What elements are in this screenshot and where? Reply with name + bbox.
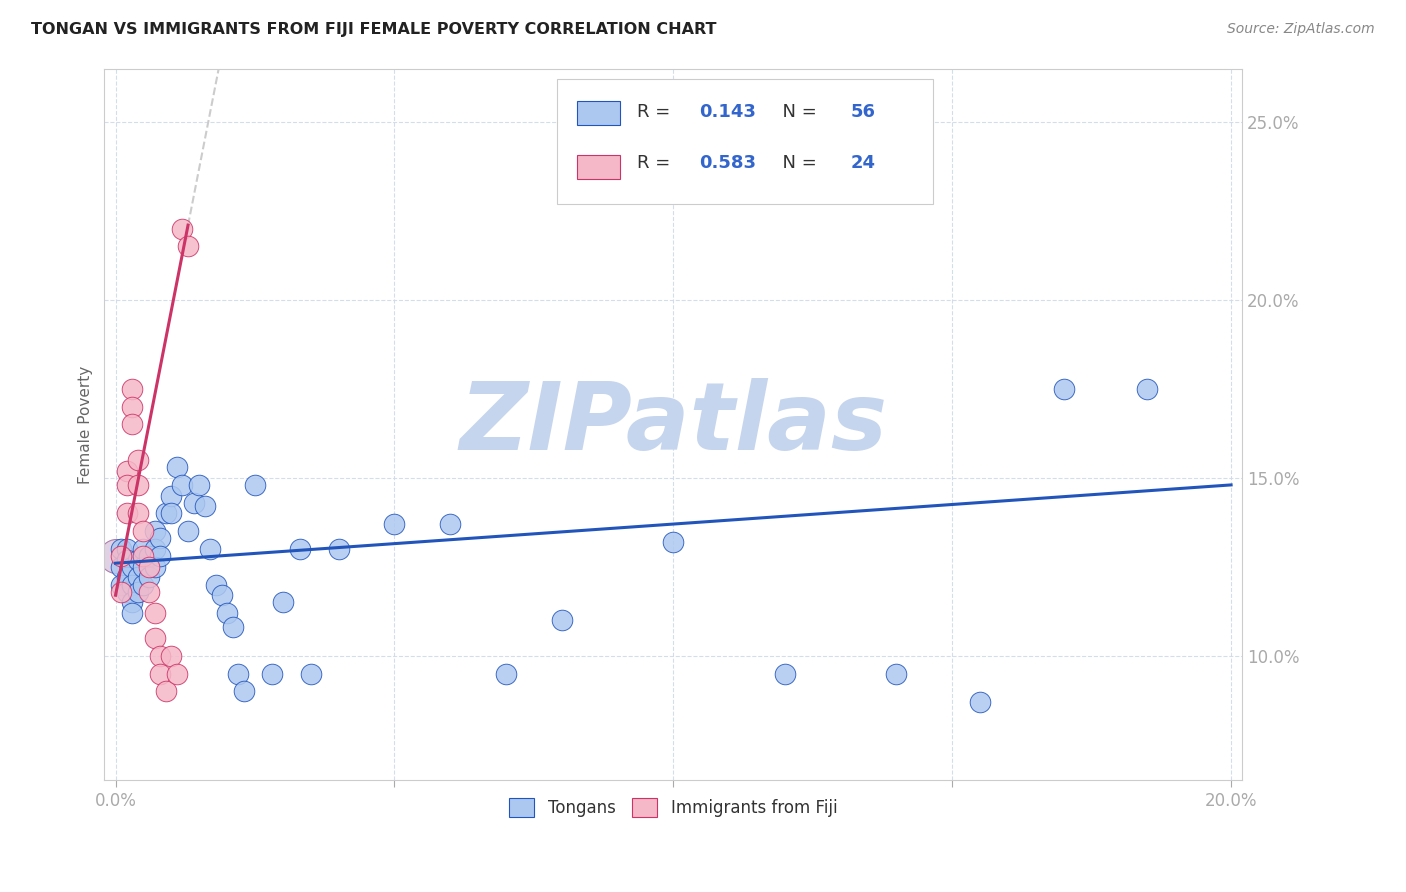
Point (773, 666, 796, 681)
Point (886, 666, 908, 681)
Point (166, 460, 188, 475)
Text: R =: R = (637, 154, 676, 172)
Point (495, 666, 517, 681)
Point (138, 549, 160, 563)
Point (217, 606, 239, 620)
Point (1136, 382, 1159, 396)
Point (127, 552, 149, 566)
Text: ZIPatlas: ZIPatlas (460, 378, 887, 470)
Text: 24: 24 (851, 154, 876, 172)
Point (104, 549, 127, 563)
Point (328, 541, 350, 556)
Point (211, 588, 233, 602)
Point (121, 577, 143, 591)
FancyBboxPatch shape (576, 154, 620, 178)
Point (115, 464, 138, 478)
Text: N =: N = (770, 154, 823, 172)
Point (110, 541, 132, 556)
Point (177, 524, 200, 538)
Point (110, 559, 132, 574)
Point (243, 478, 266, 492)
Point (155, 507, 177, 521)
Point (127, 570, 149, 584)
Point (138, 559, 160, 574)
Point (132, 577, 155, 591)
Point (143, 524, 166, 538)
Legend: Tongans, Immigrants from Fiji: Tongans, Immigrants from Fiji (501, 790, 845, 825)
Point (121, 417, 143, 432)
Point (127, 584, 149, 599)
Point (160, 507, 183, 521)
Point (177, 239, 200, 253)
Point (121, 595, 143, 609)
Point (160, 489, 183, 503)
Point (132, 559, 155, 574)
Text: 0.143: 0.143 (700, 103, 756, 121)
Point (143, 541, 166, 556)
Point (1053, 382, 1076, 396)
Point (299, 666, 322, 681)
Point (115, 478, 138, 492)
Point (121, 559, 143, 574)
Text: R =: R = (637, 103, 676, 121)
Point (110, 577, 132, 591)
Point (271, 595, 294, 609)
Point (127, 478, 149, 492)
Point (138, 584, 160, 599)
Point (172, 478, 194, 492)
Point (149, 549, 172, 563)
Point (188, 478, 211, 492)
Point (110, 549, 132, 563)
Point (121, 606, 143, 620)
Point (232, 684, 254, 698)
Point (149, 531, 172, 545)
Point (260, 666, 283, 681)
Point (172, 221, 194, 235)
Point (143, 631, 166, 645)
Point (194, 500, 217, 514)
Point (115, 584, 138, 599)
Text: N =: N = (770, 103, 823, 121)
Point (662, 534, 685, 549)
Text: 0.583: 0.583 (700, 154, 756, 172)
Point (115, 507, 138, 521)
Point (138, 570, 160, 584)
Point (115, 541, 138, 556)
Point (551, 613, 574, 627)
Point (439, 517, 461, 532)
Point (200, 541, 222, 556)
Point (166, 666, 188, 681)
Point (384, 517, 406, 532)
Point (132, 524, 155, 538)
Point (183, 496, 205, 510)
Point (288, 541, 311, 556)
Point (132, 549, 155, 563)
FancyBboxPatch shape (557, 79, 932, 203)
Point (121, 400, 143, 414)
Point (221, 620, 243, 634)
Point (104, 549, 127, 563)
Y-axis label: Female Poverty: Female Poverty (79, 366, 93, 483)
Point (969, 695, 991, 709)
Point (143, 559, 166, 574)
Point (115, 552, 138, 566)
Point (110, 584, 132, 599)
Point (132, 541, 155, 556)
Text: Source: ZipAtlas.com: Source: ZipAtlas.com (1227, 22, 1375, 37)
Point (205, 577, 228, 591)
Point (115, 570, 138, 584)
Point (149, 648, 172, 663)
Point (121, 382, 143, 396)
Point (143, 606, 166, 620)
Point (226, 666, 249, 681)
Point (127, 453, 149, 467)
FancyBboxPatch shape (576, 101, 620, 125)
Point (127, 507, 149, 521)
Point (160, 648, 183, 663)
Point (149, 666, 172, 681)
Point (155, 684, 177, 698)
Text: TONGAN VS IMMIGRANTS FROM FIJI FEMALE POVERTY CORRELATION CHART: TONGAN VS IMMIGRANTS FROM FIJI FEMALE PO… (31, 22, 717, 37)
Text: 56: 56 (851, 103, 876, 121)
